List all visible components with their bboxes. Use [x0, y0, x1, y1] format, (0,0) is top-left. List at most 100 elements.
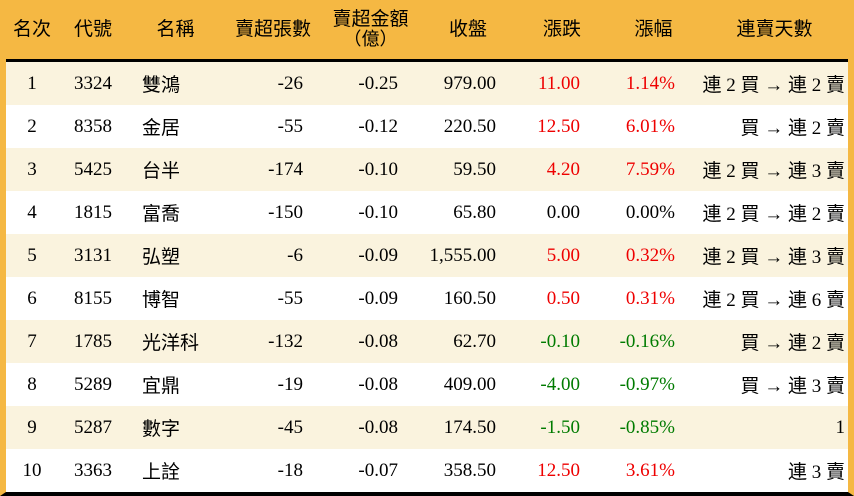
cell-sell-volume: -150: [268, 201, 303, 223]
cell-stock-code: 8358: [74, 115, 112, 137]
cell-stock-name: 金居: [142, 118, 181, 139]
cell-sell-amount: -0.08: [358, 330, 398, 352]
cell-streak-days: 連 2 買 → 連 6 賣: [702, 290, 845, 311]
cell-rank: 6: [27, 287, 37, 309]
cell-sell-amount: -0.07: [358, 459, 398, 481]
cell-rank: 7: [27, 330, 37, 352]
cell-change-pct: 0.31%: [625, 287, 675, 309]
cell-stock-name: 弘塑: [142, 247, 181, 268]
table-row: 8 5289 宜鼎 -19 -0.08 409.00 -4.00 -0.97% …: [6, 363, 848, 406]
cell-sell-amount: -0.25: [358, 72, 398, 94]
table-row: 7 1785 光洋科 -132 -0.08 62.70 -0.10 -0.16%…: [6, 320, 848, 363]
cell-close-price: 65.80: [453, 201, 496, 223]
col-header-change-pct: 漲幅: [634, 18, 673, 40]
cell-streak-days: 連 2 買 → 連 2 賣: [702, 204, 845, 225]
table-row: 6 8155 博智 -55 -0.09 160.50 0.50 0.31% 連 …: [6, 277, 848, 320]
cell-close-price: 59.50: [453, 158, 496, 180]
col-header-streak: 連賣天數: [736, 18, 813, 40]
col-header-sell-amount-line1: 賣超金額: [332, 9, 409, 31]
cell-rank: 1: [27, 72, 37, 94]
cell-change-pct: 1.14%: [625, 72, 675, 94]
cell-stock-code: 5425: [74, 158, 112, 180]
cell-close-price: 160.50: [443, 287, 496, 309]
cell-sell-amount: -0.10: [358, 158, 398, 180]
cell-stock-code: 5289: [74, 373, 112, 395]
cell-change: 5.00: [546, 244, 580, 266]
table-row: 1 3324 雙鴻 -26 -0.25 979.00 11.00 1.14% 連…: [6, 62, 848, 105]
cell-rank: 4: [27, 201, 37, 223]
cell-streak-days: 連 2 買 → 連 3 賣: [702, 161, 845, 182]
cell-close-price: 174.50: [443, 416, 496, 438]
cell-stock-code: 1785: [74, 330, 112, 352]
cell-streak-days: 買 → 連 3 賣: [740, 376, 845, 397]
cell-rank: 3: [27, 158, 37, 180]
cell-change-pct: 6.01%: [625, 115, 675, 137]
col-header-rank: 名次: [12, 18, 51, 40]
cell-streak-days: 買 → 連 2 賣: [740, 333, 845, 354]
cell-change-pct: -0.16%: [619, 330, 675, 352]
cell-stock-code: 3363: [74, 459, 112, 481]
table-row: 2 8358 金居 -55 -0.12 220.50 12.50 6.01% 買…: [6, 105, 848, 148]
cell-change-pct: -0.97%: [619, 373, 675, 395]
cell-rank: 5: [27, 244, 37, 266]
cell-change: 4.20: [546, 158, 580, 180]
cell-streak-days: 1: [835, 416, 846, 438]
cell-sell-volume: -6: [287, 244, 303, 266]
cell-change-pct: 3.61%: [625, 459, 675, 481]
cell-change-pct: -0.85%: [619, 416, 675, 438]
cell-streak-days: 買 → 連 2 賣: [740, 118, 845, 139]
cell-change: -1.50: [540, 416, 580, 438]
cell-sell-amount: -0.12: [358, 115, 398, 137]
cell-sell-amount: -0.08: [358, 373, 398, 395]
cell-close-price: 62.70: [453, 330, 496, 352]
col-header-sell-volume: 賣超張數: [234, 18, 311, 40]
cell-rank: 2: [27, 115, 37, 137]
col-header-close: 收盤: [448, 18, 487, 40]
cell-stock-name: 富喬: [142, 204, 181, 225]
cell-change: -0.10: [540, 330, 580, 352]
cell-sell-amount: -0.09: [358, 244, 398, 266]
cell-stock-name: 數字: [142, 419, 181, 440]
cell-rank: 8: [27, 373, 37, 395]
cell-close-price: 1,555.00: [429, 244, 497, 266]
cell-close-price: 979.00: [443, 72, 496, 94]
cell-stock-name: 光洋科: [142, 333, 200, 354]
cell-sell-amount: -0.10: [358, 201, 398, 223]
cell-rank: 9: [27, 416, 37, 438]
cell-close-price: 220.50: [443, 115, 496, 137]
cell-change: 12.50: [537, 115, 580, 137]
col-header-sell-amount: 賣超金額 （億）: [323, 10, 418, 49]
table-header-row: 名次 代號 名稱 賣超張數 賣超金額 （億） 收盤 漲跌 漲幅 連賣天數: [6, 0, 848, 62]
table-row: 9 5287 數字 -45 -0.08 174.50 -1.50 -0.85% …: [6, 406, 848, 449]
cell-sell-volume: -18: [277, 459, 303, 481]
cell-stock-code: 5287: [74, 416, 112, 438]
col-header-sell-amount-line2: （億）: [343, 29, 398, 50]
cell-stock-code: 3324: [74, 72, 112, 94]
cell-change-pct: 7.59%: [625, 158, 675, 180]
table-row: 10 3363 上詮 -18 -0.07 358.50 12.50 3.61% …: [6, 449, 848, 492]
cell-streak-days: 連 2 買 → 連 2 賣: [702, 75, 845, 96]
table-row: 5 3131 弘塑 -6 -0.09 1,555.00 5.00 0.32% 連…: [6, 234, 848, 277]
cell-sell-volume: -174: [268, 158, 303, 180]
cell-sell-volume: -55: [277, 115, 303, 137]
cell-close-price: 409.00: [443, 373, 496, 395]
cell-change: 11.00: [537, 72, 580, 94]
cell-stock-name: 博智: [142, 290, 181, 311]
cell-sell-volume: -26: [277, 72, 303, 94]
cell-stock-name: 上詮: [142, 462, 181, 483]
cell-change-pct: 0.00%: [625, 201, 675, 223]
cell-change: 0.00: [546, 201, 580, 223]
cell-sell-amount: -0.08: [358, 416, 398, 438]
table-row: 4 1815 富喬 -150 -0.10 65.80 0.00 0.00% 連 …: [6, 191, 848, 234]
cell-change-pct: 0.32%: [625, 244, 675, 266]
cell-change: 0.50: [546, 287, 580, 309]
cell-close-price: 358.50: [443, 459, 496, 481]
cell-stock-name: 宜鼎: [142, 376, 181, 397]
cell-sell-volume: -45: [277, 416, 303, 438]
cell-streak-days: 連 3 賣: [787, 462, 845, 483]
cell-stock-code: 3131: [74, 244, 112, 266]
cell-change: 12.50: [537, 459, 580, 481]
cell-rank: 10: [22, 459, 42, 481]
cell-streak-days: 連 2 買 → 連 3 賣: [702, 247, 845, 268]
